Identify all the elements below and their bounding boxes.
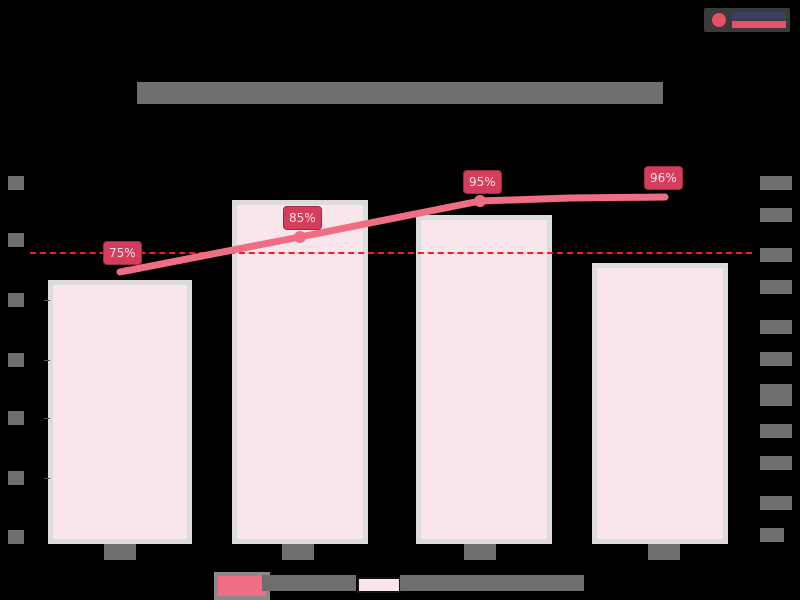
left-axis-tick-label: [redacted] [8, 530, 24, 544]
brand-logo [704, 8, 790, 32]
left-axis-tick-label: [redacted] [8, 293, 24, 307]
legend-bar-swatch [357, 577, 401, 593]
chart-title: [redacted] [137, 82, 663, 104]
axis-tick [44, 478, 50, 479]
legend-label-bar: [redacted bar series] [400, 575, 584, 591]
left-axis-tick-label: [redacted] [8, 411, 24, 425]
bar-1 [48, 280, 192, 544]
right-axis-tick-label: [redacted] [760, 456, 792, 470]
left-axis-tick-label: [redacted] [8, 471, 24, 485]
left-axis-tick-label: [redacted] [8, 353, 24, 367]
legend-label-line: [redacted line series] [262, 575, 356, 591]
data-label: 75% [103, 241, 142, 265]
reference-line [30, 252, 752, 254]
right-axis-tick-label: [redacted] [760, 424, 792, 438]
right-axis-tick-label: [redacted] [760, 496, 792, 510]
right-axis-tick-label: [redacted] [760, 208, 792, 222]
category-label: [redacted-2] [282, 544, 314, 560]
bar-2 [232, 200, 368, 544]
left-axis-tick-label: [redacted] [8, 233, 24, 247]
left-axis-tick-label: [redacted] [8, 176, 24, 190]
category-label: [redacted-1] [104, 544, 136, 560]
axis-tick [44, 300, 50, 301]
right-axis-tick-label: [redacted] [760, 528, 784, 542]
data-label: 95% [463, 170, 502, 194]
logo-text-bottom [732, 21, 786, 28]
right-axis-tick-label: [redacted] [760, 176, 792, 190]
logo-mark-icon [712, 13, 726, 27]
right-axis-tick-label: [redacted] [760, 248, 792, 262]
right-axis-tick-label: [redacted] [760, 384, 792, 406]
bar-3 [416, 215, 552, 544]
axis-tick [44, 360, 50, 361]
bar-4 [592, 263, 728, 544]
category-label: [redacted-3] [464, 544, 496, 560]
data-label: 96% [644, 166, 683, 190]
right-axis-tick-label: [redacted] [760, 320, 792, 334]
axis-tick [44, 418, 50, 419]
right-axis-tick-label: [redacted] [760, 280, 792, 294]
right-axis-tick-label: [redacted] [760, 352, 792, 366]
logo-text-top [732, 12, 786, 19]
data-label: 85% [283, 206, 322, 230]
category-label: [redacted-4] [648, 544, 680, 560]
